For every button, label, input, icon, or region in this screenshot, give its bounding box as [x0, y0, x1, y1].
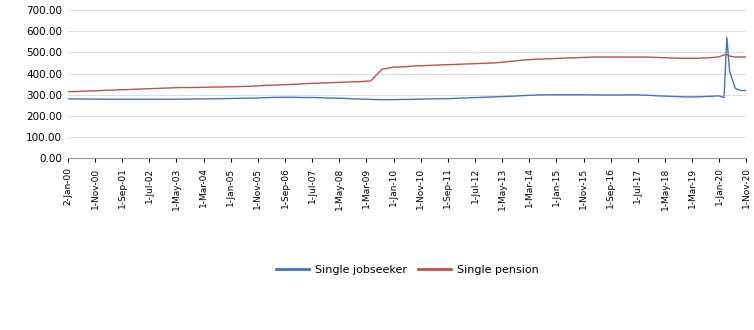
- Legend: Single jobseeker, Single pension: Single jobseeker, Single pension: [271, 260, 543, 279]
